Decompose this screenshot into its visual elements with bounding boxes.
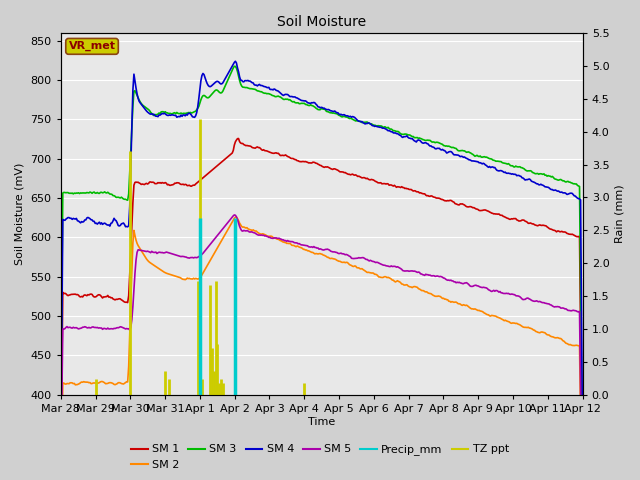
Text: VR_met: VR_met [68, 41, 116, 51]
Title: Soil Moisture: Soil Moisture [277, 15, 366, 29]
Legend: SM 1, SM 2, SM 3, SM 4, SM 5, Precip_mm, TZ ppt: SM 1, SM 2, SM 3, SM 4, SM 5, Precip_mm,… [127, 440, 513, 474]
Y-axis label: Rain (mm): Rain (mm) [615, 184, 625, 243]
Y-axis label: Soil Moisture (mV): Soil Moisture (mV) [15, 163, 25, 265]
X-axis label: Time: Time [308, 417, 335, 427]
